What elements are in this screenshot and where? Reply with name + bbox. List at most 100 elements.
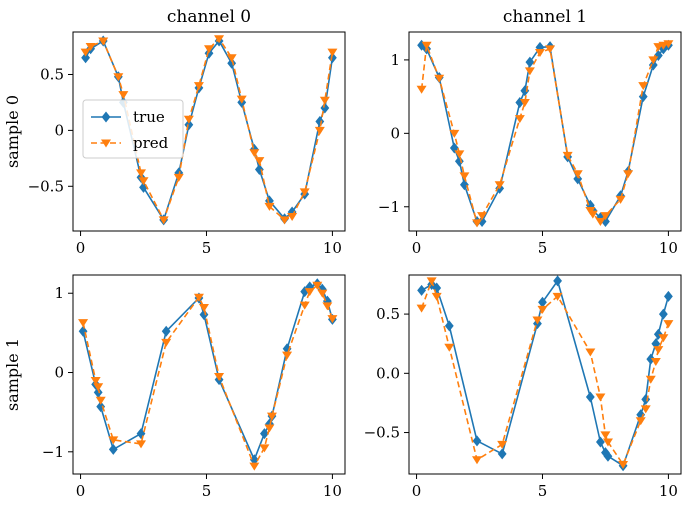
- data-point-pred: [322, 302, 333, 311]
- data-point-pred: [198, 304, 209, 313]
- subplot-0: 0 5 10 −0.5 0 0.5 channel 0 sample 0 true pred: [3, 7, 346, 257]
- y-tick-label: −0.5: [28, 177, 64, 195]
- data-point-pred: [327, 48, 338, 57]
- data-point-pred: [600, 431, 611, 440]
- data-point-pred: [254, 157, 265, 166]
- axes-frame: [408, 274, 682, 475]
- data-point-pred: [78, 319, 89, 328]
- data-point-pred: [534, 49, 545, 58]
- data-point-pred: [650, 357, 661, 366]
- data-point-true: [328, 52, 337, 64]
- data-point-true: [538, 296, 547, 308]
- data-point-pred: [587, 210, 598, 219]
- data-point-pred: [472, 219, 482, 228]
- data-point-pred: [299, 188, 310, 197]
- subplot-1: 0 5 10 −1 0 1 channel 1: [378, 7, 682, 257]
- data-point-pred: [645, 375, 656, 384]
- x-tick-label: 10: [659, 239, 678, 257]
- data-point-pred: [95, 396, 106, 405]
- data-point-pred: [136, 169, 146, 178]
- data-point-pred: [472, 456, 482, 465]
- y-tick-label: 0: [390, 124, 400, 142]
- data-point-true: [78, 325, 88, 337]
- x-tick-label: 0: [76, 482, 86, 500]
- data-point-true: [260, 428, 269, 440]
- data-point-pred: [264, 424, 275, 433]
- data-point-true: [585, 391, 595, 403]
- data-point-pred: [635, 417, 646, 426]
- data-point-pred: [282, 351, 293, 360]
- x-tick-label: 5: [538, 239, 548, 257]
- data-point-pred: [421, 41, 432, 50]
- data-point-true: [460, 179, 469, 191]
- data-point-true: [199, 309, 209, 321]
- series-line-pred: [420, 42, 669, 224]
- data-point-pred: [80, 48, 91, 57]
- data-point-true: [322, 295, 332, 307]
- data-point-pred: [236, 95, 247, 104]
- data-point-pred: [497, 440, 508, 449]
- data-point-true: [553, 275, 562, 287]
- x-tick-label: 5: [202, 239, 212, 257]
- data-point-pred: [519, 98, 530, 107]
- data-point-pred: [136, 440, 146, 449]
- data-point-pred: [317, 289, 328, 298]
- data-point-true: [596, 436, 605, 448]
- data-point-true: [254, 164, 264, 176]
- x-tick-label: 5: [538, 482, 548, 500]
- data-point-pred: [314, 126, 325, 135]
- data-point-pred: [327, 315, 338, 324]
- data-point-pred: [118, 91, 129, 100]
- data-point-true: [477, 215, 487, 227]
- subplot-title: channel 0: [167, 7, 251, 27]
- data-point-pred: [562, 151, 573, 160]
- data-point-pred: [426, 277, 437, 286]
- data-point-pred: [113, 73, 124, 82]
- subplot-title: channel 1: [503, 7, 587, 27]
- data-point-pred: [416, 304, 427, 313]
- data-point-pred: [138, 177, 149, 186]
- data-point-true: [93, 386, 103, 398]
- data-point-true: [648, 59, 658, 71]
- data-point-pred: [173, 173, 184, 182]
- data-point-pred: [444, 343, 455, 352]
- axes-frame: [72, 274, 346, 475]
- y-tick-label: 0: [54, 364, 64, 382]
- series-line-true: [82, 282, 334, 461]
- y-tick-label: −1: [42, 443, 64, 461]
- x-tick-label: 10: [323, 239, 342, 257]
- data-point-pred: [552, 292, 563, 301]
- legend: true pred: [82, 99, 184, 159]
- subplot-2: 0 5 10 −1 0 1 sample 1: [3, 274, 346, 500]
- data-point-pred: [648, 56, 659, 65]
- data-point-pred: [259, 444, 270, 453]
- data-point-pred: [449, 129, 460, 138]
- data-point-true: [81, 52, 90, 64]
- data-point-true: [108, 443, 118, 455]
- y-tick-label: 0.0: [376, 364, 400, 382]
- x-tick-label: 10: [659, 482, 678, 500]
- y-tick-label: 1: [54, 284, 64, 302]
- y-tick-label: 0.5: [376, 305, 400, 323]
- data-point-true: [249, 454, 259, 466]
- data-point-pred: [477, 212, 488, 221]
- x-tick-label: 0: [412, 239, 422, 257]
- data-point-pred: [319, 96, 330, 105]
- data-point-pred: [459, 172, 470, 181]
- y-tick-label: −0.5: [364, 424, 400, 442]
- data-point-pred: [595, 217, 606, 226]
- data-point-pred: [602, 438, 613, 447]
- data-point-true: [227, 57, 237, 69]
- data-point-pred: [158, 216, 169, 225]
- data-point-pred: [494, 181, 505, 190]
- x-tick-label: 10: [323, 482, 342, 500]
- data-point-true: [641, 393, 651, 405]
- data-point-pred: [249, 149, 260, 158]
- y-axis-label: sample 0: [3, 95, 22, 168]
- data-point-pred: [532, 316, 543, 325]
- data-point-pred: [287, 212, 298, 221]
- data-point-true: [658, 308, 668, 320]
- data-point-pred: [249, 462, 260, 471]
- data-point-pred: [572, 170, 583, 179]
